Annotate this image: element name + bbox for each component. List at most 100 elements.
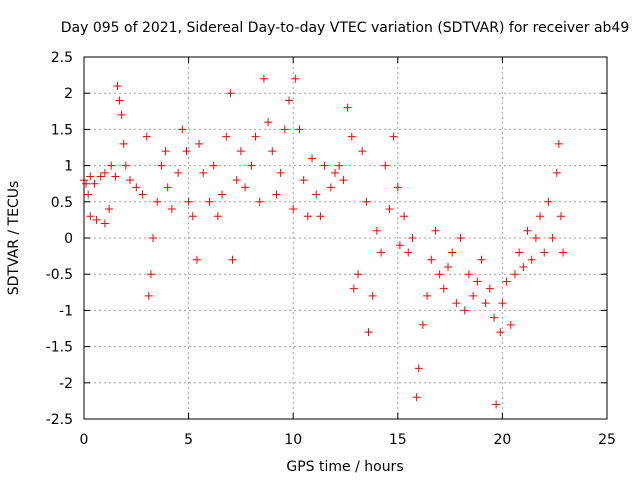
data-point <box>544 197 553 206</box>
data-point <box>404 248 413 257</box>
y-tick-label: 1 <box>64 159 73 175</box>
axis-ticks: 0 5 10 15 20 25 2.5 2 1.5 1 0.5 0 -0.5 -1 -1.5 -2 -2.5 <box>46 50 616 448</box>
data-point <box>464 270 473 279</box>
data-point <box>163 183 172 192</box>
data-point <box>126 176 135 185</box>
data-point <box>174 168 183 177</box>
data-point <box>146 270 155 279</box>
data-point <box>192 255 201 264</box>
data-point <box>167 205 176 214</box>
data-point <box>473 277 482 286</box>
data-point <box>559 248 568 257</box>
data-point <box>264 118 273 127</box>
data-point <box>377 248 386 257</box>
data-point <box>144 291 153 300</box>
data-points <box>80 74 568 409</box>
data-point <box>303 212 312 221</box>
data-point <box>412 393 421 402</box>
chart-title: Day 095 of 2021, Sidereal Day-to-day VTE… <box>61 20 630 36</box>
data-point <box>308 154 317 163</box>
data-point <box>90 179 99 188</box>
data-point <box>335 161 344 170</box>
data-point <box>510 270 519 279</box>
data-point <box>331 168 340 177</box>
data-point <box>100 168 109 177</box>
data-point <box>280 125 289 134</box>
data-point <box>554 139 563 148</box>
data-point <box>408 234 417 242</box>
data-point <box>100 219 109 228</box>
data-point <box>205 197 214 206</box>
data-point <box>452 299 461 308</box>
data-point <box>149 234 158 242</box>
data-point <box>339 176 348 185</box>
y-tick-label: 1.5 <box>51 122 73 138</box>
y-tick-label: -2 <box>59 376 73 392</box>
data-point <box>515 248 524 257</box>
data-point <box>320 161 329 170</box>
y-tick-label: 0.5 <box>51 195 73 211</box>
data-point <box>142 132 151 141</box>
data-point <box>268 147 277 156</box>
data-point <box>418 320 427 329</box>
data-point <box>228 255 237 264</box>
data-point <box>469 291 478 300</box>
data-point <box>548 234 557 242</box>
data-point <box>448 248 457 257</box>
data-point <box>381 161 390 170</box>
data-point <box>209 161 218 170</box>
data-point <box>226 89 235 98</box>
y-tick-label: 0 <box>64 231 73 247</box>
data-point <box>485 284 494 293</box>
data-point <box>393 183 402 192</box>
data-point <box>213 212 222 221</box>
data-point <box>354 270 363 279</box>
data-point <box>460 306 469 315</box>
y-tick-label: -2.5 <box>46 412 73 428</box>
data-point <box>86 172 95 181</box>
data-point <box>326 183 335 192</box>
x-tick-label: 0 <box>80 432 89 448</box>
data-point <box>199 168 208 177</box>
data-point <box>276 168 285 177</box>
data-point <box>138 190 147 199</box>
data-point <box>92 215 101 224</box>
data-point <box>481 299 490 308</box>
data-point <box>343 103 352 112</box>
y-tick-label: -1.5 <box>46 340 73 356</box>
data-point <box>349 284 358 293</box>
x-tick-label: 10 <box>284 432 302 448</box>
data-point <box>496 328 505 337</box>
data-point <box>364 328 373 337</box>
data-point <box>222 132 231 141</box>
data-point <box>157 161 166 170</box>
data-point <box>540 248 549 257</box>
data-point <box>536 212 545 221</box>
data-point <box>161 147 170 156</box>
data-point <box>299 176 308 185</box>
data-point <box>107 161 116 170</box>
data-point <box>111 172 120 181</box>
data-point <box>431 226 440 235</box>
y-tick-label: 2.5 <box>51 50 73 66</box>
data-point <box>519 262 528 271</box>
data-point <box>96 172 105 181</box>
data-point <box>362 197 371 206</box>
data-point <box>400 212 409 221</box>
data-point <box>295 125 304 134</box>
x-tick-label: 5 <box>184 432 193 448</box>
data-point <box>385 205 394 214</box>
data-point <box>178 125 187 134</box>
data-point <box>395 241 404 250</box>
data-point <box>251 132 260 141</box>
data-point <box>552 168 561 177</box>
data-point <box>502 277 511 286</box>
data-point <box>531 234 540 242</box>
data-point <box>121 161 130 170</box>
data-point <box>86 212 95 221</box>
y-tick-label: -0.5 <box>46 267 73 283</box>
data-point <box>435 270 444 279</box>
plot-frame <box>83 56 608 420</box>
x-tick-label: 15 <box>389 432 407 448</box>
y-axis-label: SDTVAR / TECUs <box>6 181 22 296</box>
